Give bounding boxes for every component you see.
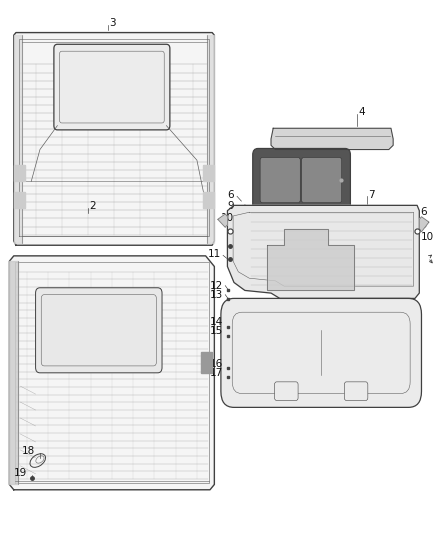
Text: 3: 3 [109,18,116,28]
Text: 16: 16 [210,359,223,369]
Polygon shape [14,35,21,243]
FancyBboxPatch shape [344,382,368,400]
FancyBboxPatch shape [302,158,342,203]
Polygon shape [227,205,419,298]
Text: 15: 15 [210,326,223,336]
Polygon shape [206,35,214,243]
Text: 2: 2 [89,201,96,212]
Text: 5: 5 [289,178,295,188]
Polygon shape [14,192,25,208]
Text: 4: 4 [358,107,365,117]
Polygon shape [201,352,212,373]
Text: 6: 6 [227,190,234,200]
FancyBboxPatch shape [253,149,350,212]
Text: 11: 11 [208,249,221,259]
Text: 6: 6 [420,207,427,217]
Text: 18: 18 [21,446,35,456]
Polygon shape [9,256,214,490]
Polygon shape [267,229,354,290]
Text: 10: 10 [420,232,434,242]
Text: 13: 13 [210,289,223,300]
FancyBboxPatch shape [232,312,410,393]
FancyBboxPatch shape [221,298,421,407]
FancyBboxPatch shape [275,382,298,400]
Polygon shape [204,192,214,208]
FancyBboxPatch shape [260,158,300,203]
Polygon shape [218,214,227,227]
Polygon shape [204,165,214,181]
Text: 14: 14 [210,317,223,327]
FancyBboxPatch shape [60,51,164,123]
Polygon shape [271,128,393,150]
FancyBboxPatch shape [35,288,162,373]
Text: 8: 8 [338,346,344,357]
Text: 9: 9 [227,201,234,212]
Text: 12: 12 [210,281,223,290]
Text: 17: 17 [210,368,223,378]
Text: 19: 19 [14,469,27,478]
Polygon shape [9,261,18,484]
Polygon shape [419,217,429,232]
Text: 7: 7 [368,190,375,200]
Polygon shape [14,33,214,245]
Text: 10: 10 [221,213,234,223]
Text: 9: 9 [420,220,427,230]
FancyBboxPatch shape [41,295,156,366]
Polygon shape [14,165,25,181]
FancyBboxPatch shape [54,44,170,130]
